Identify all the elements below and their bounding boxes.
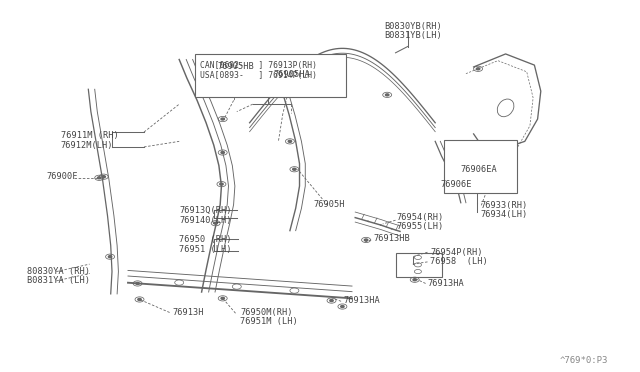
Text: 76951M (LH): 76951M (LH) xyxy=(240,317,298,326)
Text: 76913HA: 76913HA xyxy=(428,279,464,288)
Text: 76912M(LH): 76912M(LH) xyxy=(61,141,113,150)
Text: ^769*0:P3: ^769*0:P3 xyxy=(560,356,609,365)
Text: 76906EA: 76906EA xyxy=(461,165,497,174)
Text: USA[0893-   ] 76914P(LH): USA[0893- ] 76914P(LH) xyxy=(200,71,317,80)
Circle shape xyxy=(214,222,218,224)
Circle shape xyxy=(220,183,223,185)
Text: 76913Q(RH): 76913Q(RH) xyxy=(179,206,232,215)
Text: 769140(LH): 769140(LH) xyxy=(179,216,232,225)
Circle shape xyxy=(136,282,140,285)
Text: 76954P(RH): 76954P(RH) xyxy=(430,248,483,257)
Circle shape xyxy=(221,151,225,154)
Text: B0831YA (LH): B0831YA (LH) xyxy=(27,276,90,285)
Circle shape xyxy=(288,140,292,142)
Circle shape xyxy=(292,168,296,170)
Circle shape xyxy=(221,118,225,120)
Circle shape xyxy=(102,176,106,178)
Text: 76905HB: 76905HB xyxy=(218,62,254,71)
Bar xyxy=(396,253,442,277)
Text: 76950 (RH): 76950 (RH) xyxy=(179,235,232,244)
Text: 76951 (LH): 76951 (LH) xyxy=(179,246,232,254)
Text: 76934(LH): 76934(LH) xyxy=(480,210,527,219)
Text: 76905HA: 76905HA xyxy=(274,70,310,79)
Bar xyxy=(444,140,517,193)
Circle shape xyxy=(364,239,368,241)
Text: 76905H: 76905H xyxy=(314,200,345,209)
Circle shape xyxy=(221,297,225,299)
Circle shape xyxy=(138,298,141,301)
Text: 80830YA (RH): 80830YA (RH) xyxy=(27,267,90,276)
Text: 76958  (LH): 76958 (LH) xyxy=(430,257,488,266)
Circle shape xyxy=(330,299,333,302)
Text: CAN[0692-   ] 76913P(RH): CAN[0692- ] 76913P(RH) xyxy=(200,61,317,70)
Text: 76900F: 76900F xyxy=(46,172,77,181)
Text: 76913HB: 76913HB xyxy=(373,234,410,243)
Text: 76913HA: 76913HA xyxy=(344,296,380,305)
Text: 76913H: 76913H xyxy=(173,308,204,317)
Text: 76906E: 76906E xyxy=(440,180,472,189)
Text: 76911M (RH): 76911M (RH) xyxy=(61,131,118,140)
Circle shape xyxy=(340,305,344,308)
Text: 76950M(RH): 76950M(RH) xyxy=(240,308,292,317)
Circle shape xyxy=(97,177,101,179)
Circle shape xyxy=(413,279,417,281)
Text: B0830YB(RH): B0830YB(RH) xyxy=(384,22,442,31)
Text: 76933(RH): 76933(RH) xyxy=(480,201,527,210)
Circle shape xyxy=(108,256,112,258)
Circle shape xyxy=(476,68,480,70)
Circle shape xyxy=(385,94,389,96)
Text: 76955(LH): 76955(LH) xyxy=(397,222,444,231)
Text: 76954(RH): 76954(RH) xyxy=(397,213,444,222)
Bar xyxy=(195,54,346,97)
Text: B0831YB(LH): B0831YB(LH) xyxy=(384,31,442,40)
